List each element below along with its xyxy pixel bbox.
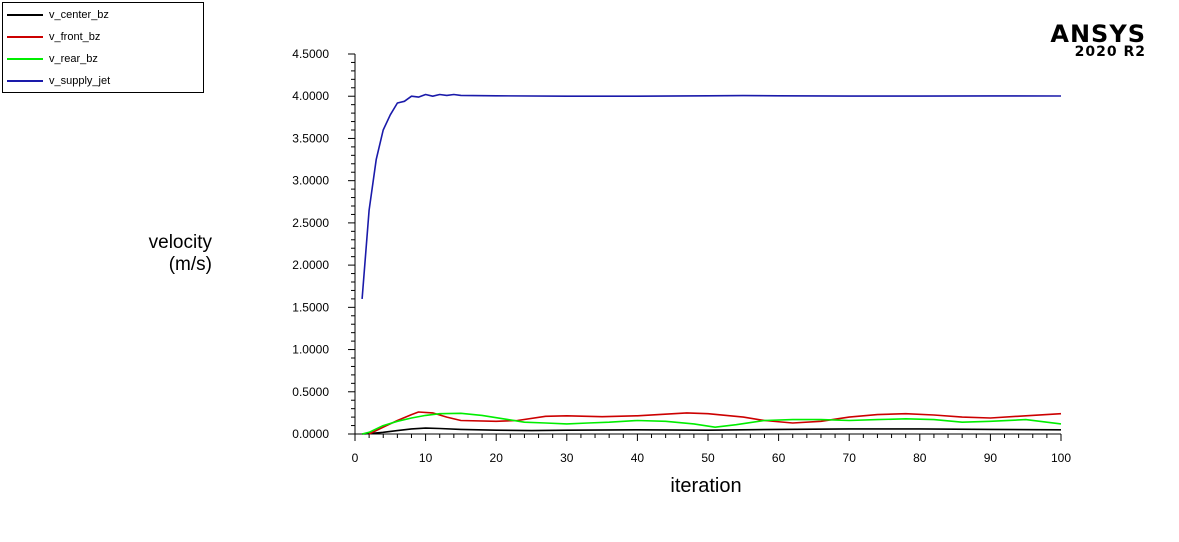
x-tick-label: 10	[419, 451, 433, 465]
y-tick-label: 0.5000	[292, 385, 329, 399]
x-tick-label: 100	[1051, 451, 1071, 465]
legend-swatch	[7, 58, 43, 60]
y-axis-label-line-1: velocity	[148, 232, 212, 253]
y-tick-label: 1.5000	[292, 300, 329, 314]
series-line-v_rear_bz	[361, 412, 1062, 435]
y-axis-label-line-2: (m/s)	[168, 254, 212, 275]
series-line-v_center_bz	[362, 427, 1062, 435]
y-tick-label: 3.0000	[292, 174, 329, 188]
legend-label: v_supply_jet	[49, 75, 111, 87]
x-tick-label: 20	[490, 451, 504, 465]
x-tick-label: 0	[352, 451, 359, 465]
logo-brand-text: ANSYS	[1050, 20, 1146, 48]
y-axis-label: velocity (m/s)	[120, 232, 212, 276]
y-tick-label: 4.0000	[292, 89, 329, 103]
x-tick-label: 70	[843, 451, 857, 465]
legend-item: v_rear_bz	[7, 52, 98, 66]
x-tick-label: 80	[913, 451, 927, 465]
chart-legend: v_center_bz v_front_bz v_rear_bz v_supply_j…	[2, 2, 204, 93]
x-tick-label: 40	[631, 451, 645, 465]
x-axis-label: iteration	[670, 475, 742, 497]
legend-label: v_center_bz	[49, 9, 109, 21]
y-tick-label: 2.5000	[292, 216, 329, 230]
legend-swatch	[7, 36, 43, 38]
y-tick-label: 1.0000	[292, 343, 329, 357]
x-tick-label: 50	[701, 451, 715, 465]
legend-label: v_front_bz	[49, 31, 101, 43]
legend-item: v_supply_jet	[7, 74, 110, 88]
series-line-v_supply_jet	[361, 93, 1062, 299]
legend-item: v_front_bz	[7, 30, 100, 44]
logo-version-text: 2020 R2	[1074, 44, 1146, 60]
legend-label: v_rear_bz	[49, 53, 98, 65]
legend-item: v_center_bz	[7, 8, 109, 22]
ansys-logo: ANSYS 2020 R2	[1026, 22, 1146, 59]
y-tick-label: 2.0000	[292, 258, 329, 272]
x-tick-label: 30	[560, 451, 574, 465]
x-tick-label: 60	[772, 451, 786, 465]
y-tick-label: 4.5000	[292, 47, 329, 61]
series-line-v_front_bz	[368, 411, 1062, 435]
y-tick-label: 0.0000	[292, 427, 329, 441]
legend-swatch	[7, 80, 43, 82]
legend-swatch	[7, 14, 43, 16]
x-tick-label: 90	[984, 451, 998, 465]
y-tick-label: 3.5000	[292, 131, 329, 145]
